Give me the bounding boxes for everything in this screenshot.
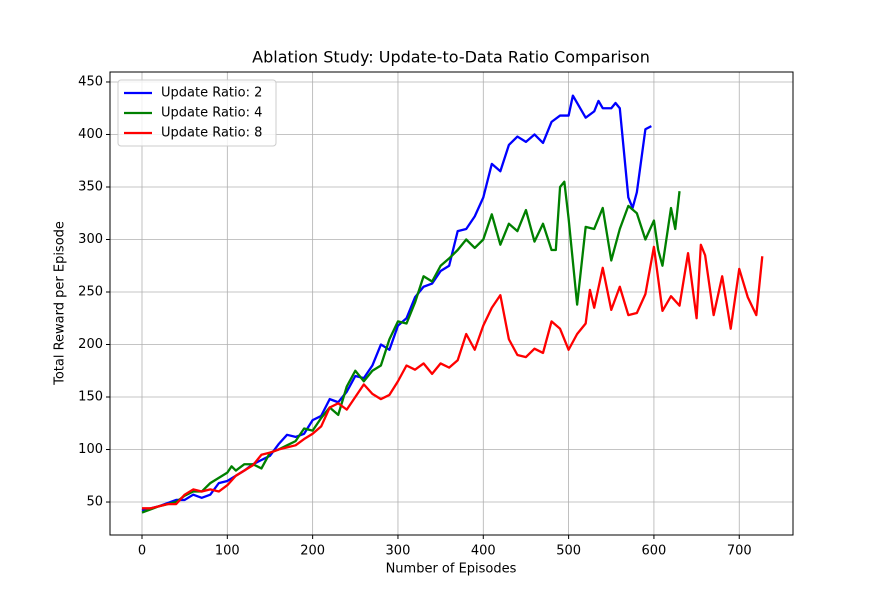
plot-frame bbox=[109, 71, 794, 536]
chart-title: Ablation Study: Update-to-Data Ratio Com… bbox=[252, 48, 650, 67]
y-tick-label: 150 bbox=[78, 390, 103, 405]
legend: Update Ratio: 2 Update Ratio: 4 Update Rat… bbox=[117, 79, 277, 147]
x-tick-label: 300 bbox=[386, 544, 411, 559]
x-tick-label: 500 bbox=[556, 544, 581, 559]
data-line bbox=[141, 243, 764, 510]
legend-label: Update Ratio: 8 bbox=[161, 126, 262, 141]
legend-label: Update Ratio: 4 bbox=[161, 106, 262, 121]
y-tick-label: 100 bbox=[78, 442, 103, 457]
y-tick-label: 450 bbox=[78, 74, 103, 89]
x-tick-label: 700 bbox=[727, 544, 752, 559]
y-tick-label: 400 bbox=[78, 127, 103, 142]
x-tick-label: 0 bbox=[138, 544, 146, 559]
y-tick-label: 300 bbox=[78, 232, 103, 247]
data-line bbox=[141, 180, 681, 514]
legend-box bbox=[117, 79, 277, 147]
y-tick-label: 250 bbox=[78, 285, 103, 300]
x-tick-label: 100 bbox=[215, 544, 240, 559]
y-axis-label: Total Reward per Episode bbox=[53, 221, 68, 386]
y-tick-label: 350 bbox=[78, 179, 103, 194]
x-tick-label: 600 bbox=[642, 544, 667, 559]
y-tick-label: 200 bbox=[78, 337, 103, 352]
y-tick-label: 50 bbox=[86, 495, 103, 510]
legend-label: Update Ratio: 2 bbox=[161, 86, 262, 101]
x-tick-label: 400 bbox=[471, 544, 496, 559]
x-axis-label: Number of Episodes bbox=[386, 562, 517, 577]
x-tick-label: 200 bbox=[300, 544, 325, 559]
